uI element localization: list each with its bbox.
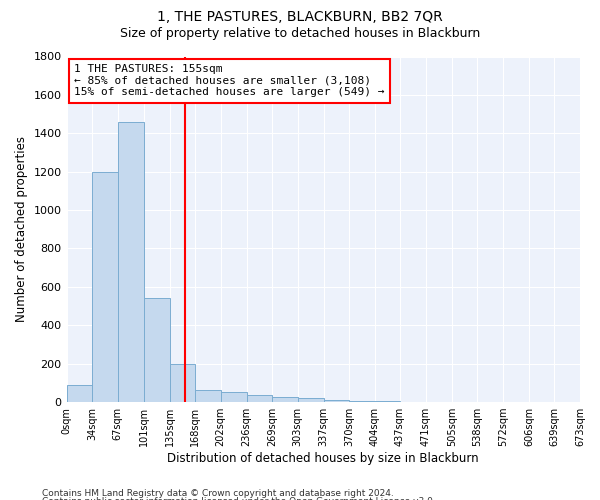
Bar [143, 298, 170, 402]
Bar [221, 392, 247, 402]
Bar [118, 122, 143, 402]
Bar [247, 395, 272, 402]
Text: Contains HM Land Registry data © Crown copyright and database right 2024.: Contains HM Land Registry data © Crown c… [42, 488, 394, 498]
Bar [323, 400, 349, 402]
Text: Contains public sector information licensed under the Open Government Licence v3: Contains public sector information licen… [42, 498, 436, 500]
Bar [349, 400, 375, 402]
Text: Size of property relative to detached houses in Blackburn: Size of property relative to detached ho… [120, 28, 480, 40]
Text: 1, THE PASTURES, BLACKBURN, BB2 7QR: 1, THE PASTURES, BLACKBURN, BB2 7QR [157, 10, 443, 24]
X-axis label: Distribution of detached houses by size in Blackburn: Distribution of detached houses by size … [167, 452, 479, 465]
Bar [195, 390, 221, 402]
Y-axis label: Number of detached properties: Number of detached properties [15, 136, 28, 322]
Text: 1 THE PASTURES: 155sqm
← 85% of detached houses are smaller (3,108)
15% of semi-: 1 THE PASTURES: 155sqm ← 85% of detached… [74, 64, 385, 98]
Bar [272, 396, 298, 402]
Bar [67, 385, 92, 402]
Bar [170, 364, 195, 402]
Bar [298, 398, 323, 402]
Bar [92, 172, 118, 402]
